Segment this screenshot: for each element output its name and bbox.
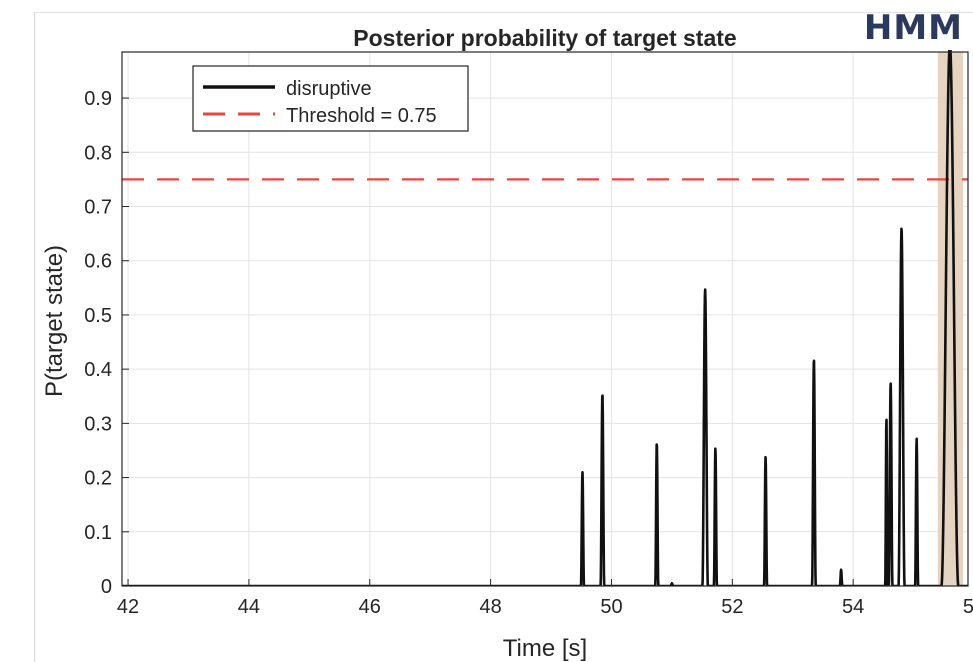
chart-title: Posterior probability of target state — [353, 25, 736, 51]
x-tick-label: 42 — [117, 596, 139, 618]
y-tick-label: 0.8 — [84, 142, 112, 164]
x-axis-label: Time [s] — [503, 635, 587, 662]
y-tick-label: 0.9 — [84, 88, 112, 110]
y-tick-label: 0.6 — [84, 251, 112, 273]
y-tick-label: 0.7 — [84, 197, 112, 219]
y-axis-label: P(target state) — [41, 245, 68, 397]
highlight-span — [937, 52, 964, 586]
axes-box — [121, 51, 969, 587]
legend-threshold-label: Threshold = 0.75 — [286, 105, 437, 127]
y-tick-label: 0.5 — [84, 305, 112, 327]
axes-frame — [121, 51, 969, 587]
x-tick-label: 44 — [238, 596, 260, 618]
top-border-line — [34, 12, 973, 13]
y-tick-label: 0.3 — [84, 413, 112, 435]
x-tick-label: 50 — [600, 596, 622, 618]
left-border-line — [34, 12, 35, 662]
x-tick-label: 48 — [479, 596, 501, 618]
x-tick-label: 54 — [842, 596, 864, 618]
x-tick-label: 52 — [721, 596, 743, 618]
grid-lines — [122, 52, 968, 586]
y-tick-label: 0 — [101, 576, 112, 598]
legend: disruptive Threshold = 0.75 — [192, 65, 469, 132]
y-tick-label: 0.1 — [84, 522, 112, 544]
brand-label: HMM — [863, 8, 963, 48]
y-tick-label: 0.2 — [84, 468, 112, 490]
x-tick-label: 46 — [359, 596, 381, 618]
legend-disruptive-label: disruptive — [286, 78, 372, 100]
x-tick-label: 56 — [963, 596, 973, 618]
plot-area-background — [122, 52, 968, 586]
tick-labels: 42 44 46 48 50 52 54 56 0 0.1 0.2 0.3 0.4 0.5 0.6 0.7 0.… — [84, 88, 973, 618]
y-tick-label: 0.4 — [84, 359, 112, 381]
highlight-span-layer — [937, 52, 964, 586]
legend-box — [192, 65, 469, 132]
